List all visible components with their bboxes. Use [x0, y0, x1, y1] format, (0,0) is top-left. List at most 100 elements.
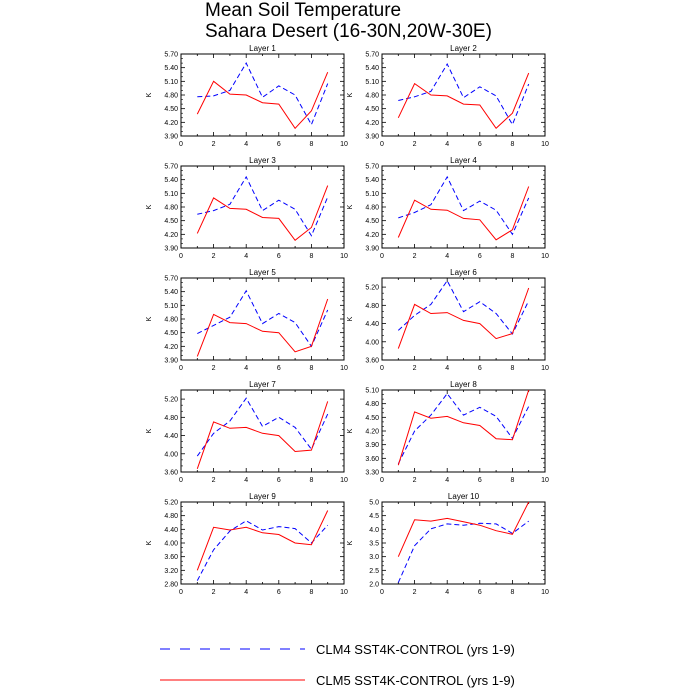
series-line-clm5: [397, 186, 530, 241]
y-tick-label: 5.40: [164, 65, 178, 72]
x-tick-label: 10: [541, 589, 549, 596]
x-tick-label: 6: [478, 589, 482, 596]
series-line-clm5: [196, 185, 329, 242]
series-line-clm4: [397, 392, 530, 465]
x-tick-label: 10: [340, 589, 348, 596]
y-tick-label: 3.90: [365, 442, 379, 449]
y-axis-label: K: [146, 92, 153, 97]
plot-frame: [381, 277, 546, 361]
panel-layer-6: Layer 6 0 2 4 6 8 10 3.60 4.00 4.40 4.80 5.20 K: [347, 268, 549, 372]
panel-title: Layer 8: [450, 380, 477, 389]
x-tick-label: 6: [277, 365, 281, 372]
x-tick-label: 8: [309, 477, 313, 484]
y-axis-label: K: [347, 204, 354, 209]
x-tick-label: 8: [510, 253, 514, 260]
y-tick-label: 5.40: [164, 289, 178, 296]
x-tick-label: 4: [244, 477, 248, 484]
panel-title: Layer 5: [249, 268, 276, 277]
panel-layer-8: Layer 8 0 2 4 6 8 10 3.30 3.60 3.90 4.20 4.50 4.80 5.…: [347, 380, 549, 484]
y-tick-label: 4.20: [365, 232, 379, 239]
x-tick-label: 10: [340, 365, 348, 372]
y-tick-label: 2.0: [369, 582, 379, 589]
plot-frame: [180, 53, 345, 137]
y-tick-label: 4.20: [164, 344, 178, 351]
y-axis-label: K: [347, 540, 354, 545]
x-tick-label: 10: [541, 141, 549, 148]
x-tick-label: 2: [212, 365, 216, 372]
x-tick-label: 2: [413, 365, 417, 372]
y-tick-label: 3.90: [365, 246, 379, 253]
y-tick-label: 4.40: [365, 321, 379, 328]
x-tick-label: 0: [380, 477, 384, 484]
x-tick-label: 8: [510, 477, 514, 484]
series-line-clm5: [196, 72, 329, 130]
y-tick-label: 3.90: [164, 358, 178, 365]
plot-frame: [180, 277, 345, 361]
y-axis-label: K: [347, 428, 354, 433]
y-tick-label: 3.20: [164, 568, 178, 575]
series-line-clm5: [397, 501, 530, 557]
y-tick-label: 4.80: [365, 205, 379, 212]
y-tick-label: 3.30: [365, 470, 379, 477]
panel-layer-2: Layer 2 0 2 4 6 8 10 3.90 4.20 4.50 4.80 5.10 5.40 5.…: [347, 44, 549, 148]
y-tick-label: 5.10: [164, 79, 178, 86]
y-tick-label: 5.0: [369, 500, 379, 507]
y-tick-label: 4.80: [164, 93, 178, 100]
x-tick-label: 0: [179, 141, 183, 148]
y-tick-label: 5.70: [365, 52, 379, 59]
y-axis-label: K: [146, 204, 153, 209]
y-tick-label: 4.80: [365, 303, 379, 310]
series-line-clm5: [397, 72, 530, 130]
y-tick-label: 4.50: [365, 106, 379, 113]
y-tick-label: 4.80: [365, 401, 379, 408]
panel-title: Layer 3: [249, 156, 276, 165]
x-tick-label: 10: [340, 253, 348, 260]
plot-frame: [180, 501, 345, 585]
y-tick-label: 4.50: [365, 218, 379, 225]
panel-layer-10: Layer 10 0 2 4 6 8 10 2.0 2.5 3.0 3.5 4.0 4.5 5.0 K: [347, 492, 549, 596]
y-tick-label: 2.5: [369, 568, 379, 575]
y-tick-label: 5.20: [164, 500, 178, 507]
series-line-clm4: [197, 62, 329, 126]
panel-layer-4: Layer 4 0 2 4 6 8 10 3.90 4.20 4.50 4.80 5.10 5.40 5.…: [347, 156, 549, 260]
y-tick-label: 4.80: [164, 415, 178, 422]
x-tick-label: 8: [309, 141, 313, 148]
x-tick-label: 8: [510, 365, 514, 372]
series-line-clm5: [397, 287, 530, 349]
panel-title: Layer 10: [448, 492, 480, 501]
series-line-clm4: [398, 175, 530, 236]
x-tick-label: 0: [179, 589, 183, 596]
x-tick-label: 6: [478, 141, 482, 148]
x-tick-label: 6: [277, 589, 281, 596]
y-tick-label: 5.70: [365, 164, 379, 171]
x-tick-label: 10: [541, 253, 549, 260]
x-tick-label: 0: [380, 365, 384, 372]
y-tick-label: 4.20: [365, 429, 379, 436]
y-tick-label: 5.70: [164, 52, 178, 59]
x-tick-label: 6: [478, 253, 482, 260]
y-tick-label: 3.0: [369, 554, 379, 561]
x-tick-label: 4: [244, 253, 248, 260]
x-tick-label: 8: [510, 141, 514, 148]
y-tick-label: 5.20: [365, 285, 379, 292]
x-tick-label: 10: [541, 477, 549, 484]
x-tick-label: 2: [212, 477, 216, 484]
x-tick-label: 6: [277, 477, 281, 484]
y-tick-label: 5.10: [365, 79, 379, 86]
panel-layer-9: Layer 9 0 2 4 6 8 10 2.80 3.20 3.60 4.00 4.40 4.80 5.…: [146, 492, 348, 596]
x-tick-label: 8: [309, 253, 313, 260]
x-tick-label: 6: [478, 477, 482, 484]
x-tick-label: 0: [380, 589, 384, 596]
x-tick-label: 6: [277, 141, 281, 148]
y-axis-label: K: [146, 540, 153, 545]
legend-label: CLM4 SST4K-CONTROL (yrs 1-9): [316, 642, 515, 657]
y-tick-label: 5.70: [164, 164, 178, 171]
y-tick-label: 4.50: [164, 106, 178, 113]
x-tick-label: 6: [478, 365, 482, 372]
y-tick-label: 4.50: [164, 330, 178, 337]
plot-frame: [381, 501, 546, 585]
y-tick-label: 5.10: [365, 388, 379, 395]
x-tick-label: 2: [413, 253, 417, 260]
y-tick-label: 4.00: [164, 451, 178, 458]
x-tick-label: 10: [541, 365, 549, 372]
